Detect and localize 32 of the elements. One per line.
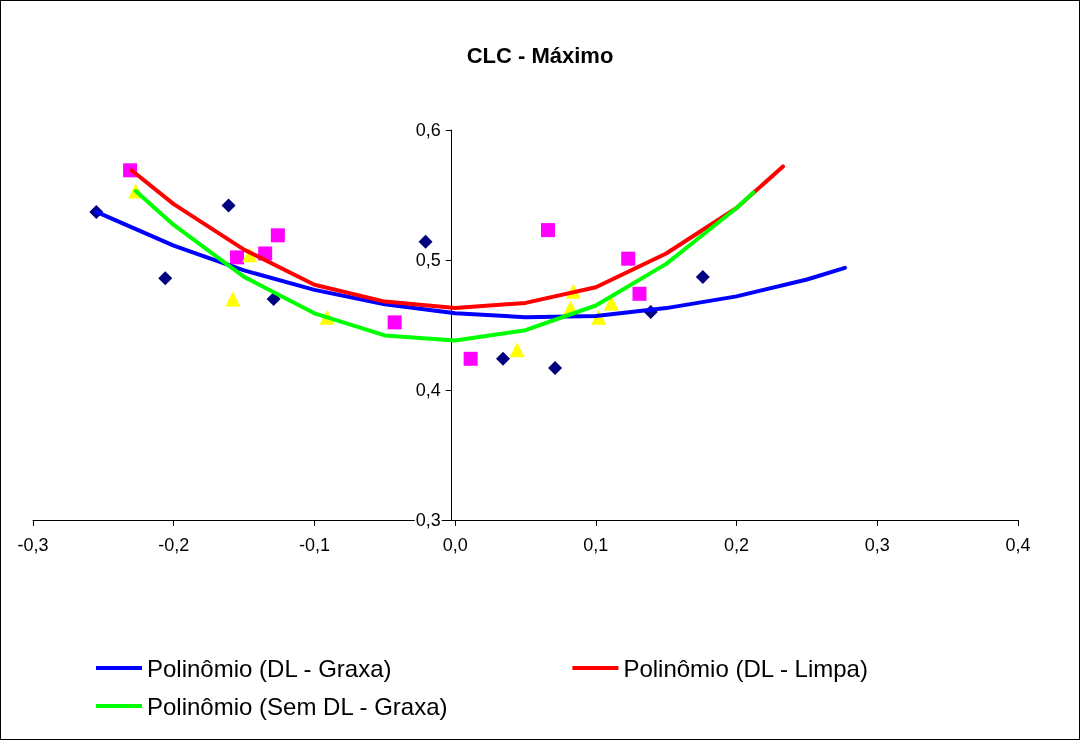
point (230, 250, 245, 265)
y-tick-label: 0,5 (415, 250, 441, 270)
legend-label: Polinômio (Sem DL - Graxa) (147, 692, 448, 720)
x-tick-label: -0,3 (17, 535, 49, 555)
point (509, 342, 525, 358)
x-tick-label: 0,3 (864, 535, 890, 555)
point (387, 315, 402, 330)
point (266, 292, 281, 306)
point (221, 198, 236, 213)
point (158, 271, 173, 286)
legend-label: Polinômio (DL - Graxa) (147, 654, 392, 682)
chart-title: CLC - Máximo (466, 42, 614, 68)
point (225, 291, 241, 307)
x-tick-label: -0,1 (298, 535, 330, 555)
point (418, 234, 433, 249)
point (695, 269, 710, 284)
x-tick-label: 0,2 (724, 535, 750, 555)
legend-label: Polinômio (DL - Limpa) (623, 654, 868, 682)
point (541, 223, 556, 238)
y-tick-label: 0,4 (415, 380, 441, 400)
point (632, 286, 647, 301)
x-tick-label: 0,4 (1005, 535, 1031, 555)
point (548, 360, 563, 375)
point (495, 351, 510, 366)
point (463, 351, 478, 366)
x-tick-label: 0,0 (442, 535, 468, 555)
y-tick-label: 0,3 (415, 510, 441, 530)
point (270, 228, 285, 243)
x-tick-label: -0,2 (158, 535, 190, 555)
point (621, 251, 636, 266)
y-tick-label: 0,6 (415, 120, 441, 140)
x-tick-label: 0,1 (583, 535, 609, 555)
